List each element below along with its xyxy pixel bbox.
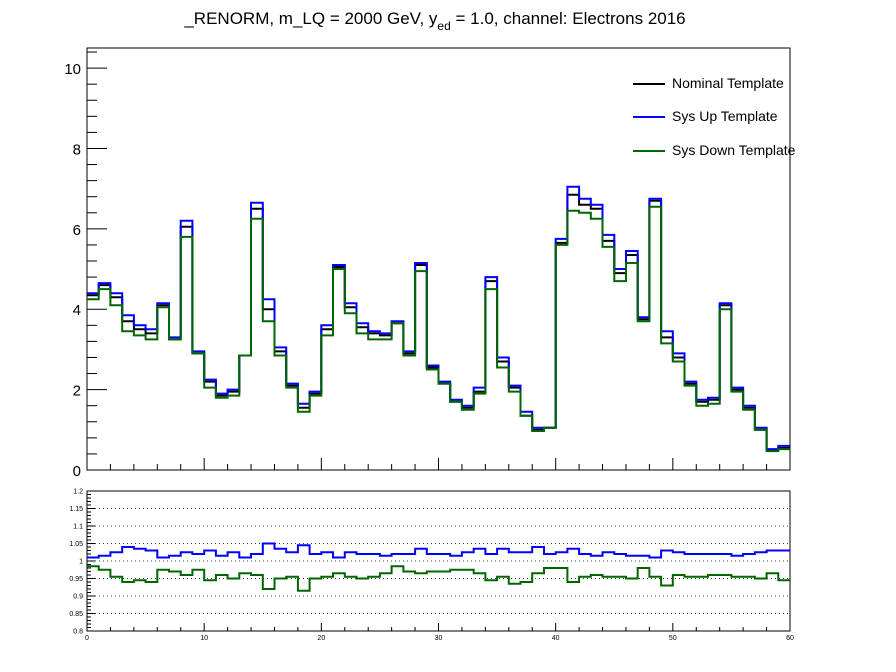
chart-title: _RENORM, m_LQ = 2000 GeV, yed = 1.0, cha… xyxy=(183,9,685,33)
top-y-tick-label: 2 xyxy=(73,383,81,400)
ratio-axes: 0.8 0.85 0.9 0.95 1 1.05 1.1 1.15 1.2 0 10 20 30 40 50… xyxy=(69,489,794,643)
ratio-y-tick-label: 1.1 xyxy=(73,524,83,531)
ratio-y-tick-label: 0.8 xyxy=(73,629,83,636)
ratio-grid xyxy=(87,508,790,614)
top-series-sys-down-template xyxy=(87,205,790,453)
ratio-y-tick-label: 1.2 xyxy=(73,489,83,496)
legend-label-nominal: Nominal Template xyxy=(672,75,784,91)
top-series xyxy=(87,185,790,453)
ratio-y-tick-label: 0.95 xyxy=(69,576,83,583)
ratio-y-tick-label: 0.9 xyxy=(73,594,83,601)
legend: Nominal Template Sys Up Template Sys Dow… xyxy=(633,75,796,158)
ratio-x-tick-label: 50 xyxy=(669,635,677,642)
top-y-tick-label: 8 xyxy=(73,141,81,158)
ratio-x-tick-label: 20 xyxy=(317,635,325,642)
top-y-tick-label: 4 xyxy=(73,302,81,319)
ratio-x-tick-label: 60 xyxy=(786,635,794,642)
ratio-x-tick-label: 40 xyxy=(552,635,560,642)
ratio-series xyxy=(87,542,790,592)
ratio-x-tick-label: 30 xyxy=(435,635,443,642)
ratio-series-sys-down-template xyxy=(87,565,790,592)
ratio-frame xyxy=(86,490,791,632)
top-y-tick-label: 0 xyxy=(73,463,81,480)
top-y-tick-label: 6 xyxy=(73,222,81,239)
top-y-tick-label: 10 xyxy=(64,61,81,78)
ratio-y-tick-label: 1.05 xyxy=(69,541,83,548)
ratio-x-tick-label: 0 xyxy=(85,635,89,642)
ratio-y-tick-label: 0.85 xyxy=(69,611,83,618)
ratio-series-sys-up-template xyxy=(87,542,790,559)
ratio-y-tick-label: 1.15 xyxy=(69,506,83,513)
ratio-x-tick-label: 10 xyxy=(200,635,208,642)
ratio-y-tick-label: 1 xyxy=(79,559,83,566)
legend-label-sys-down: Sys Down Template xyxy=(672,142,796,158)
legend-label-sys-up: Sys Up Template xyxy=(672,108,778,124)
